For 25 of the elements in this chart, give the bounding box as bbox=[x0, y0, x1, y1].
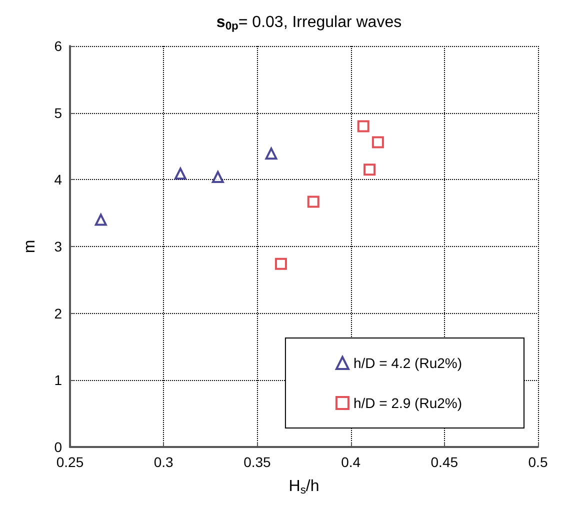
point bbox=[307, 196, 320, 208]
y-tick-label: 0 bbox=[54, 439, 62, 455]
y-tick-label: 6 bbox=[54, 38, 62, 54]
x-tick-label: 0.35 bbox=[244, 454, 272, 470]
point bbox=[372, 136, 384, 148]
y-axis-title: m bbox=[22, 240, 38, 254]
x-tick-label: 0.5 bbox=[528, 454, 548, 470]
point bbox=[357, 120, 370, 132]
x-tick-label: 0.25 bbox=[56, 454, 84, 470]
point bbox=[364, 164, 376, 176]
point bbox=[212, 170, 224, 183]
y-tick-label: 5 bbox=[54, 104, 62, 121]
point bbox=[265, 148, 278, 160]
x-tick-label: 0.3 bbox=[154, 454, 174, 470]
x-tick-label: 0.4 bbox=[341, 454, 361, 470]
y-tick-label: 1 bbox=[54, 372, 62, 388]
point bbox=[174, 168, 186, 180]
point bbox=[94, 214, 107, 226]
x-tick-label: 0.45 bbox=[430, 454, 458, 470]
point bbox=[274, 258, 287, 270]
legend-label: h/D = 4.2 (Ru2%) bbox=[353, 355, 462, 371]
y-tick-label: 4 bbox=[54, 172, 62, 188]
y-tick-label: 3 bbox=[54, 238, 62, 254]
legend-label: h/D = 2.9 (Ru2%) bbox=[353, 395, 462, 411]
y-tick-label: 2 bbox=[54, 305, 62, 322]
